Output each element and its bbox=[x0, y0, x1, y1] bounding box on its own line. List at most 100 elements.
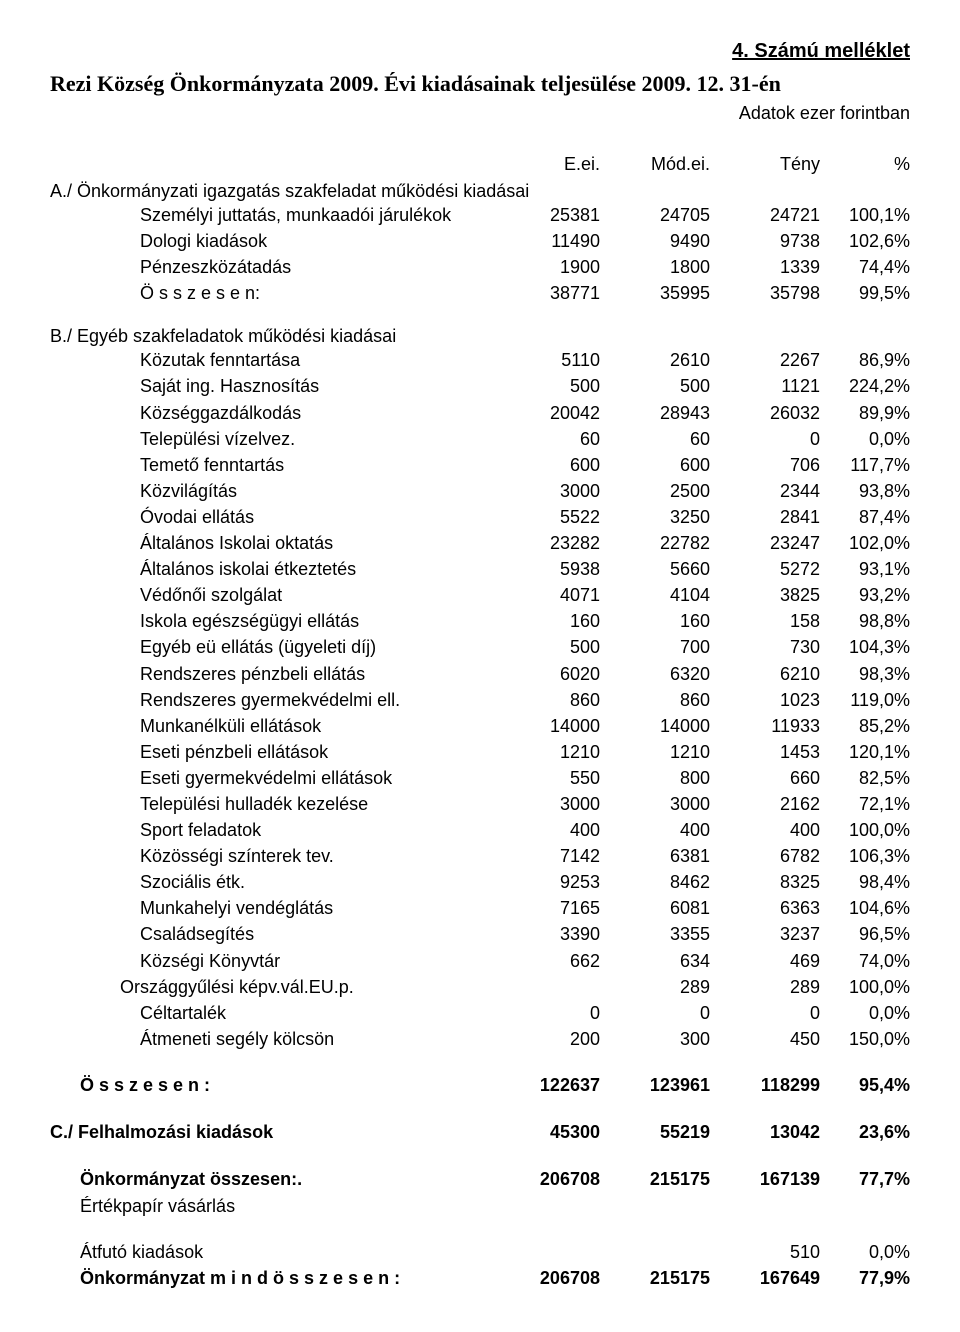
row-value: 100,0% bbox=[820, 817, 910, 843]
row-value: 5938 bbox=[490, 556, 600, 582]
row-value: 3250 bbox=[600, 504, 710, 530]
row-value: 6381 bbox=[600, 843, 710, 869]
row-value: 0 bbox=[710, 1000, 820, 1026]
sum-b-label: Ö s s z e s e n : bbox=[50, 1072, 490, 1099]
table-row: Saját ing. Hasznosítás5005001121224,2% bbox=[50, 373, 910, 399]
row-value: 93,8% bbox=[820, 478, 910, 504]
row-value: 500 bbox=[600, 373, 710, 399]
row-value: 550 bbox=[490, 765, 600, 791]
row-value: 9738 bbox=[710, 228, 820, 254]
row-label: Munkahelyi vendéglátás bbox=[50, 895, 490, 921]
row-value: 9490 bbox=[600, 228, 710, 254]
row-label: Védőnői szolgálat bbox=[50, 582, 490, 608]
section-b-label: B./ Egyéb szakfeladatok működési kiadása… bbox=[50, 326, 910, 347]
row-label: Iskola egészségügyi ellátás bbox=[50, 608, 490, 634]
table-row: Dologi kiadások1149094909738102,6% bbox=[50, 228, 910, 254]
table-row: Céltartalék0000,0% bbox=[50, 1000, 910, 1026]
row-value: 86,9% bbox=[820, 347, 910, 373]
row-value: 72,1% bbox=[820, 791, 910, 817]
row-value: 2162 bbox=[710, 791, 820, 817]
column-headers: E.ei. Mód.ei. Tény % bbox=[50, 154, 910, 175]
row-value: 74,4% bbox=[820, 254, 910, 280]
row-value: 289 bbox=[600, 974, 710, 1000]
table-row: Iskola egészségügyi ellátás16016015898,8… bbox=[50, 608, 910, 634]
row-label: Községi Könyvtár bbox=[50, 948, 490, 974]
row-value: 160 bbox=[490, 608, 600, 634]
row-label: Sport feladatok bbox=[50, 817, 490, 843]
row-value: 3000 bbox=[490, 791, 600, 817]
row-value: 2267 bbox=[710, 347, 820, 373]
row-value: 98,3% bbox=[820, 661, 910, 687]
row-value: 860 bbox=[490, 687, 600, 713]
row-label: Egyéb eü ellátás (ügyeleti díj) bbox=[50, 634, 490, 660]
row-value: 2610 bbox=[600, 347, 710, 373]
table-row: Személyi juttatás, munkaadói járulékok25… bbox=[50, 202, 910, 228]
row-value: 14000 bbox=[600, 713, 710, 739]
row-label: Települési hulladék kezelése bbox=[50, 791, 490, 817]
row-value: 60 bbox=[600, 426, 710, 452]
row-value: 1210 bbox=[600, 739, 710, 765]
table-row: Munkahelyi vendéglátás716560816363104,6% bbox=[50, 895, 910, 921]
row-label: Saját ing. Hasznosítás bbox=[50, 373, 490, 399]
row-value: 450 bbox=[710, 1026, 820, 1052]
row-label: Ö s s z e s e n: bbox=[50, 280, 490, 306]
row-value: 1121 bbox=[710, 373, 820, 399]
row-value: 87,4% bbox=[820, 504, 910, 530]
table-row: Egyéb eü ellátás (ügyeleti díj)500700730… bbox=[50, 634, 910, 660]
table-row: Sport feladatok400400400100,0% bbox=[50, 817, 910, 843]
row-value: 6363 bbox=[710, 895, 820, 921]
row-label: Családsegítés bbox=[50, 921, 490, 947]
row-label: Községgazdálkodás bbox=[50, 400, 490, 426]
row-value: 700 bbox=[600, 634, 710, 660]
atfuto-label: Átfutó kiadások bbox=[50, 1239, 490, 1265]
mind-total-c4: 77,9% bbox=[820, 1265, 910, 1292]
onk-total-label: Önkormányzat összesen:. bbox=[50, 1166, 490, 1193]
section-a-label: A./ Önkormányzati igazgatás szakfeladat … bbox=[50, 181, 910, 202]
row-label: Személyi juttatás, munkaadói járulékok bbox=[50, 202, 490, 228]
row-value: 2500 bbox=[600, 478, 710, 504]
table-row: Rendszeres pénzbeli ellátás6020632062109… bbox=[50, 661, 910, 687]
table-row: Eseti gyermekvédelmi ellátások5508006608… bbox=[50, 765, 910, 791]
row-value: 104,6% bbox=[820, 895, 910, 921]
row-value: 300 bbox=[600, 1026, 710, 1052]
row-value: 26032 bbox=[710, 400, 820, 426]
row-value: 117,7% bbox=[820, 452, 910, 478]
table-row: Települési hulladék kezelése300030002162… bbox=[50, 791, 910, 817]
row-value: 8462 bbox=[600, 869, 710, 895]
row-value: 100,0% bbox=[820, 974, 910, 1000]
row-value: 11933 bbox=[710, 713, 820, 739]
section-c-label: C./ Felhalmozási kiadások bbox=[50, 1119, 490, 1146]
row-label: Temető fenntartás bbox=[50, 452, 490, 478]
row-value: 5110 bbox=[490, 347, 600, 373]
row-label: Eseti gyermekvédelmi ellátások bbox=[50, 765, 490, 791]
row-value: 119,0% bbox=[820, 687, 910, 713]
row-value: 224,2% bbox=[820, 373, 910, 399]
row-label: Országgyűlési képv.vál.EU.p. bbox=[50, 974, 490, 1000]
onk-total-c1: 206708 bbox=[490, 1166, 600, 1193]
row-value: 20042 bbox=[490, 400, 600, 426]
ertekpapir-row: Értékpapír vásárlás bbox=[50, 1193, 910, 1219]
row-value: 0 bbox=[710, 426, 820, 452]
onk-total: Önkormányzat összesen:. 206708 215175 16… bbox=[50, 1166, 910, 1193]
row-value: 23282 bbox=[490, 530, 600, 556]
col-teny: Tény bbox=[710, 154, 820, 175]
row-label: Céltartalék bbox=[50, 1000, 490, 1026]
table-row: Átmeneti segély kölcsön200300450150,0% bbox=[50, 1026, 910, 1052]
row-value: 0,0% bbox=[820, 426, 910, 452]
row-value: 7142 bbox=[490, 843, 600, 869]
row-label: Általános Iskolai oktatás bbox=[50, 530, 490, 556]
row-value: 74,0% bbox=[820, 948, 910, 974]
row-value: 0 bbox=[490, 1000, 600, 1026]
row-value: 730 bbox=[710, 634, 820, 660]
row-value: 24721 bbox=[710, 202, 820, 228]
row-value: 60 bbox=[490, 426, 600, 452]
table-row: Pénzeszközátadás19001800133974,4% bbox=[50, 254, 910, 280]
row-label: Települési vízelvez. bbox=[50, 426, 490, 452]
row-value: 89,9% bbox=[820, 400, 910, 426]
row-value: 289 bbox=[710, 974, 820, 1000]
row-value: 9253 bbox=[490, 869, 600, 895]
row-label: Pénzeszközátadás bbox=[50, 254, 490, 280]
table-row: Rendszeres gyermekvédelmi ell.8608601023… bbox=[50, 687, 910, 713]
row-value: 28943 bbox=[600, 400, 710, 426]
sum-b-c4: 95,4% bbox=[820, 1072, 910, 1099]
